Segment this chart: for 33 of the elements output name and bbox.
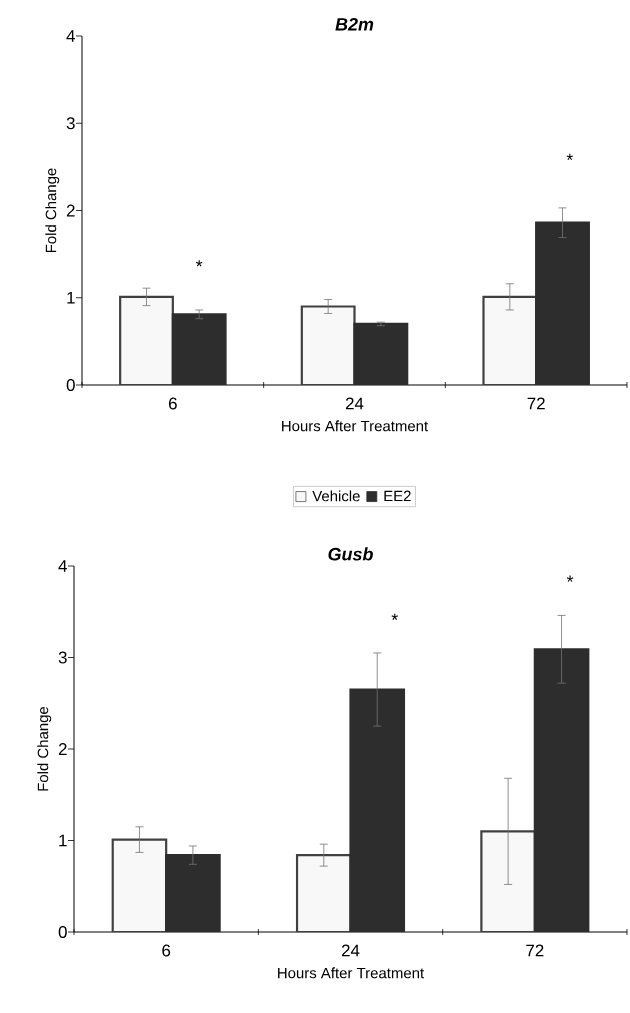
x-tick-label: 6 [168,397,177,410]
bar [119,295,174,385]
y-tick-label: 3 [58,651,67,664]
x-tick-label: 24 [345,397,364,410]
legend-label: Vehicle [312,490,360,502]
bar [482,295,538,385]
y-tick-label: 0 [58,926,67,939]
y-axis-title: Fold Change [37,706,52,791]
bar [295,854,352,933]
y-tick-label: 1 [59,834,67,847]
x-tick-label: 6 [162,944,171,957]
bar [111,838,168,933]
y-tick-label: 4 [58,560,67,572]
y-tick-label: 2 [58,743,67,755]
y-tick-label: 1 [67,291,75,304]
x-tick-label: 24 [341,944,360,957]
chart-title: B2m [335,17,374,31]
y-tick-label: 3 [66,117,75,130]
x-axis-title: Hours After Treatment [282,420,429,432]
y-tick-label: 0 [66,379,75,391]
bar [300,305,356,385]
x-tick-label: 72 [526,944,544,957]
x-tick-label: 72 [527,397,545,410]
legend-label: EE2 [384,490,411,502]
chart-title: Gusb [328,547,373,561]
y-axis-title: Fold Change [45,168,60,253]
x-axis-title: Hours After Treatment [278,967,425,979]
annotation: * [566,575,574,582]
annotation: * [195,260,203,267]
annotation: * [566,153,573,161]
y-tick-label: 2 [66,204,75,217]
y-tick-label: 4 [66,30,75,42]
annotation: * [391,613,398,620]
